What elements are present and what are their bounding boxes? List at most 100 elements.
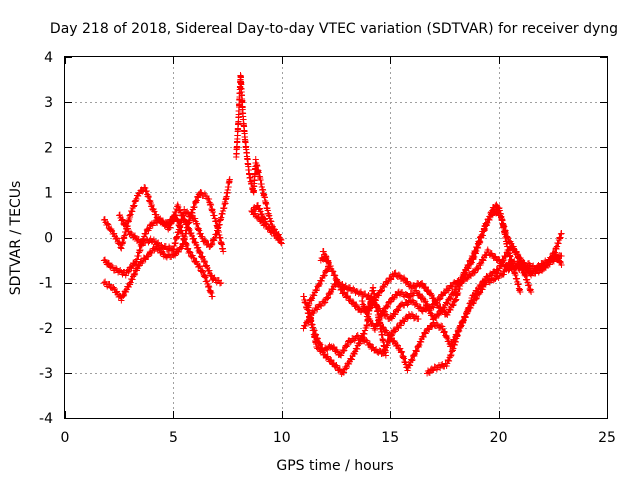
- data-point: +: [552, 248, 559, 262]
- data-point: +: [196, 244, 203, 258]
- data-point: +: [148, 198, 155, 212]
- data-point: +: [476, 285, 483, 299]
- data-point: +: [304, 302, 311, 316]
- data-point: +: [250, 179, 257, 193]
- data-point: +: [371, 322, 378, 336]
- data-point: +: [307, 310, 314, 324]
- data-point: +: [176, 220, 183, 234]
- data-point: +: [120, 231, 127, 245]
- data-point: +: [499, 216, 506, 230]
- data-point: +: [252, 155, 259, 169]
- data-point: +: [387, 294, 394, 308]
- data-point: +: [400, 349, 407, 363]
- data-point: +: [458, 272, 465, 286]
- data-point: +: [234, 128, 241, 142]
- data-point: +: [466, 296, 473, 310]
- data-point: +: [403, 295, 410, 309]
- data-point: +: [153, 210, 160, 224]
- data-point: +: [480, 279, 487, 293]
- data-point: +: [468, 290, 475, 304]
- data-point: +: [355, 331, 362, 345]
- data-point: +: [491, 272, 498, 286]
- data-point: +: [412, 284, 419, 298]
- x-tick-label: 10: [273, 430, 291, 446]
- data-point: +: [383, 307, 390, 321]
- data-point: +: [346, 280, 353, 294]
- data-point: +: [490, 273, 497, 287]
- data-point: +: [493, 197, 500, 211]
- data-point: +: [472, 291, 479, 305]
- data-point: +: [440, 359, 447, 373]
- data-point: +: [126, 208, 133, 222]
- data-point: +: [457, 271, 464, 285]
- data-point: +: [474, 262, 481, 276]
- data-point: +: [190, 250, 197, 264]
- data-point: +: [408, 353, 415, 367]
- data-point: +: [262, 217, 269, 231]
- data-point: +: [497, 258, 504, 272]
- data-point: +: [485, 271, 492, 285]
- data-point: +: [496, 200, 503, 214]
- data-point: +: [447, 303, 454, 317]
- data-point: +: [116, 208, 123, 222]
- x-tick-label: 5: [169, 430, 178, 446]
- data-point: +: [133, 233, 140, 247]
- data-point: +: [471, 250, 478, 264]
- data-point: +: [462, 263, 469, 277]
- data-point: +: [189, 210, 196, 224]
- data-point: +: [374, 288, 381, 302]
- data-point: +: [405, 277, 412, 291]
- data-point: +: [355, 287, 362, 301]
- data-point: +: [419, 276, 426, 290]
- data-point: +: [224, 185, 231, 199]
- data-point: +: [318, 341, 325, 355]
- data-point: +: [392, 304, 399, 318]
- data-point: +: [350, 295, 357, 309]
- data-point: +: [498, 212, 505, 226]
- data-point: +: [210, 272, 217, 286]
- data-point: +: [218, 206, 225, 220]
- data-point: +: [222, 192, 229, 206]
- data-point: +: [337, 279, 344, 293]
- data-point: +: [390, 322, 397, 336]
- data-point: +: [171, 239, 178, 253]
- data-point: +: [478, 281, 485, 295]
- data-point: +: [376, 343, 383, 357]
- data-point: +: [246, 167, 253, 181]
- data-point: +: [503, 236, 510, 250]
- data-point: +: [492, 265, 499, 279]
- data-point: +: [140, 232, 147, 246]
- data-point: +: [186, 209, 193, 223]
- data-point: +: [523, 261, 530, 275]
- data-point: +: [329, 282, 336, 296]
- data-point: +: [218, 235, 225, 249]
- data-point: +: [136, 243, 143, 257]
- data-point: +: [175, 224, 182, 238]
- data-point: +: [401, 354, 408, 368]
- data-point: +: [326, 338, 333, 352]
- data-point: +: [348, 283, 355, 297]
- data-point: +: [142, 235, 149, 249]
- data-point: +: [475, 281, 482, 295]
- data-point: +: [444, 307, 451, 321]
- data-point: +: [551, 247, 558, 261]
- data-point: +: [201, 255, 208, 269]
- data-point: +: [239, 100, 246, 114]
- data-point: +: [138, 237, 145, 251]
- data-point: +: [208, 202, 215, 216]
- data-point: +: [466, 257, 473, 271]
- data-point: +: [442, 298, 449, 312]
- data-point: +: [138, 182, 145, 196]
- data-point: +: [250, 202, 257, 216]
- data-point: +: [241, 123, 248, 137]
- data-point: +: [427, 301, 434, 315]
- data-point: +: [123, 218, 130, 232]
- data-point: +: [180, 232, 187, 246]
- data-point: +: [400, 314, 407, 328]
- data-point: +: [510, 261, 517, 275]
- data-point: +: [207, 237, 214, 251]
- data-point: +: [387, 328, 394, 342]
- data-point: +: [429, 312, 436, 326]
- data-point: +: [479, 228, 486, 242]
- data-point: +: [121, 284, 128, 298]
